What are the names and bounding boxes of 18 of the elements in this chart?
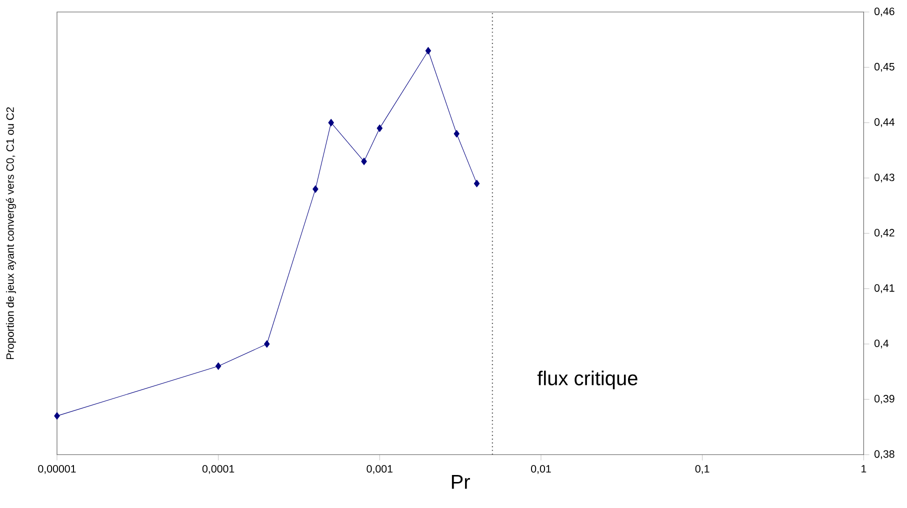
x-tick-label: 0,1 xyxy=(695,465,710,474)
x-tick-label: 1 xyxy=(862,465,866,472)
x-axis-title: Pr xyxy=(452,475,470,489)
y-tick-label: 0,42 xyxy=(874,228,894,238)
x-tick-label: 0,0001 xyxy=(202,465,234,474)
x-tick-label: 0,001 xyxy=(366,465,392,474)
x-tick-label: 0,01 xyxy=(531,465,551,474)
y-tick-label: 0,45 xyxy=(874,62,894,72)
y-tick-label: 0,4 xyxy=(874,340,889,348)
x-tick-label: 0,00001 xyxy=(38,465,76,474)
y-tick-label: 0,44 xyxy=(874,118,895,128)
y-tick-label: 0,41 xyxy=(874,284,894,294)
ref-line-label: flux critique xyxy=(537,370,638,390)
y-tick-label: 0,46 xyxy=(874,8,894,16)
y-axis-title: Proportion de jeux ayant convergé vers C0, C1 ou C2 xyxy=(6,107,16,360)
y-tick-label: 0,39 xyxy=(874,394,894,404)
y-tick-label: 0,43 xyxy=(874,174,894,182)
y-tick-label: 0,38 xyxy=(874,450,894,460)
